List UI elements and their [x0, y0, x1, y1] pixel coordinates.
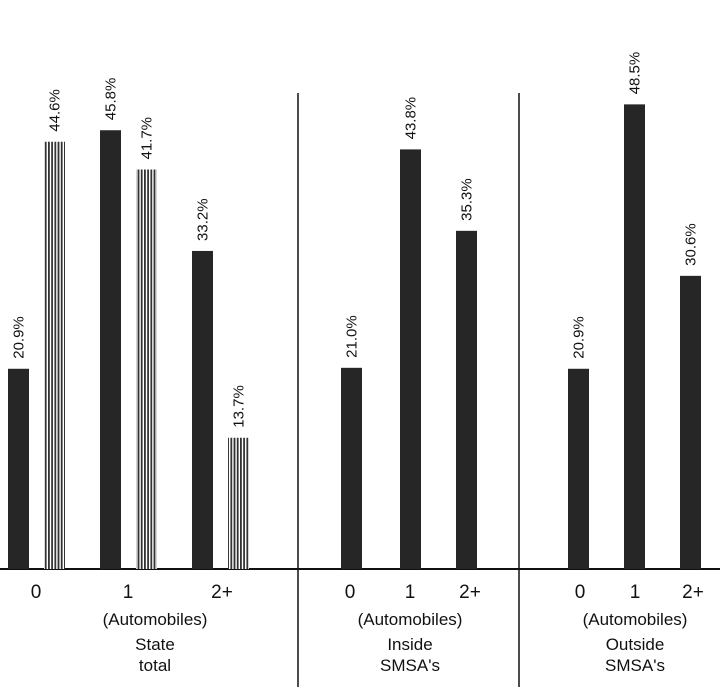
tick-label-g2-0: 0	[575, 582, 586, 603]
value-label-solid-g1-0: 21.0%	[344, 315, 361, 358]
group-title-g2-line0: Outside	[606, 635, 665, 654]
axis-label-g0: (Automobiles)	[103, 610, 208, 629]
bar-solid-g1-2	[456, 230, 477, 570]
tick-label-g2-2: 2+	[682, 582, 704, 603]
group-title-g2-line1: SMSA's	[605, 656, 665, 675]
bar-solid-g1-0	[341, 367, 362, 569]
value-label-striped-g0-1: 41.7%	[138, 117, 155, 160]
value-label-solid-g2-1: 48.5%	[627, 52, 644, 95]
bar-solid-g0-0	[8, 368, 29, 569]
value-label-striped-g0-2: 13.7%	[231, 385, 248, 428]
value-label-solid-g0-2: 33.2%	[195, 198, 212, 241]
tick-label-g2-1: 1	[630, 582, 641, 603]
axis-label-g1: (Automobiles)	[358, 610, 463, 629]
value-label-solid-g0-1: 45.8%	[103, 78, 120, 121]
value-label-solid-g1-1: 43.8%	[403, 97, 420, 140]
bar-solid-g2-2	[680, 275, 701, 569]
tick-label-g0-2: 2+	[211, 582, 233, 603]
group-title-g0-line0: State	[135, 635, 175, 654]
group-title-g0-line1: total	[139, 656, 171, 675]
bar-solid-g2-1	[624, 104, 645, 570]
value-label-solid-g0-0: 20.9%	[11, 316, 28, 359]
tick-label-g1-1: 1	[405, 582, 416, 603]
bar-striped-g0-0	[44, 141, 65, 569]
value-label-solid-g2-2: 30.6%	[683, 223, 700, 266]
tick-label-g0-0: 0	[31, 582, 42, 603]
bar-striped-g0-2	[228, 437, 249, 569]
axis-label-g2: (Automobiles)	[583, 610, 688, 629]
group-title-g1-line1: SMSA's	[380, 656, 440, 675]
value-label-solid-g1-2: 35.3%	[459, 178, 476, 221]
bar-striped-g0-1	[136, 169, 157, 570]
value-label-striped-g0-0: 44.6%	[47, 89, 64, 132]
value-label-solid-g2-0: 20.9%	[571, 316, 588, 359]
group-title-g1-line0: Inside	[387, 635, 432, 654]
tick-label-g1-2: 2+	[459, 582, 481, 603]
tick-label-g1-0: 0	[345, 582, 356, 603]
bar-solid-g1-1	[400, 149, 421, 569]
bar-solid-g2-0	[568, 368, 589, 569]
bar-solid-g0-2	[192, 250, 213, 569]
bar-solid-g0-1	[100, 130, 121, 569]
tick-label-g0-1: 1	[123, 582, 134, 603]
